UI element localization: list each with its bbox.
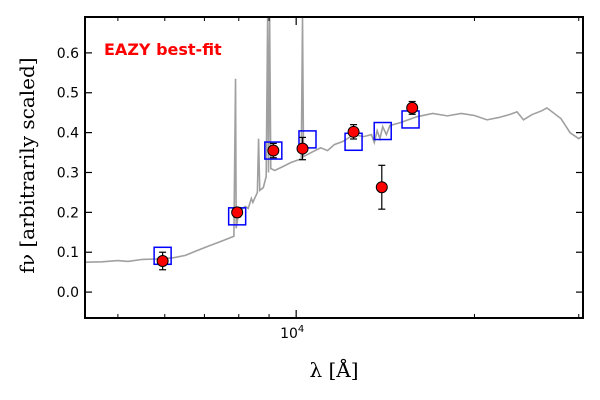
observed-flux-point	[375, 181, 388, 194]
observed-flux-point	[231, 206, 244, 219]
x-axis: 104	[117, 17, 580, 342]
annotation-label: EAZY best-fit	[104, 40, 222, 59]
y-tick-label: 0.2	[57, 205, 79, 221]
x-tick-label: 104	[280, 324, 304, 342]
y-tick-label: 0.4	[57, 126, 79, 142]
y-tick-label: 0.1	[57, 245, 79, 261]
observed-flux-point	[267, 144, 280, 157]
y-tick-label: 0.5	[57, 86, 79, 102]
model-flux-square	[373, 121, 392, 141]
y-axis-label: fν [arbitrarily scaled]	[15, 57, 39, 273]
observed-flux-point	[406, 101, 419, 114]
template-spectrum-line	[85, 17, 583, 263]
x-axis-label: λ [Å]	[309, 357, 358, 382]
y-axis: 0.0 0.1 0.2 0.3 0.4 0.5 0.6	[57, 46, 583, 301]
plot-frame	[84, 16, 584, 319]
observed-flux-point	[156, 254, 169, 267]
y-tick-label: 0.6	[57, 46, 79, 62]
plot-area	[85, 17, 583, 271]
y-tick-label: 0.3	[57, 165, 79, 181]
observed-flux-point	[347, 125, 360, 138]
model-flux-square	[264, 141, 283, 160]
plot-series-group	[85, 17, 583, 271]
observed-flux-point	[296, 142, 309, 155]
y-tick-label: 0.0	[57, 285, 79, 301]
